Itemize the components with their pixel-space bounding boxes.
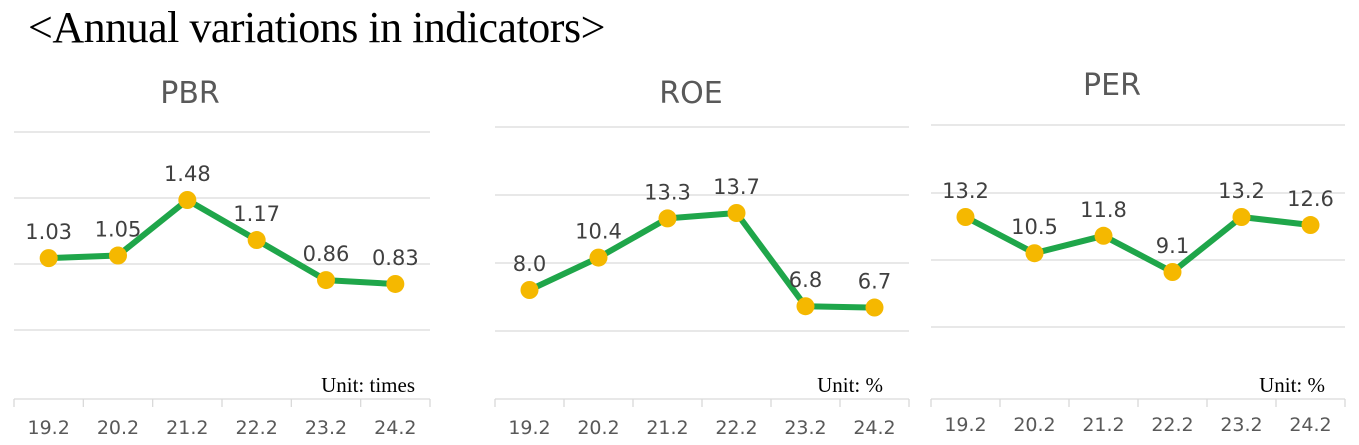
data-label: 1.48 xyxy=(164,162,211,186)
data-label: 8.0 xyxy=(513,252,546,276)
data-point xyxy=(658,209,677,228)
data-label: 10.4 xyxy=(575,220,622,244)
data-point xyxy=(1232,208,1251,226)
data-label: 13.7 xyxy=(713,175,760,199)
data-point xyxy=(39,249,58,268)
x-tick-label: 19.2 xyxy=(28,417,70,439)
x-tick-label: 21.2 xyxy=(646,417,688,439)
data-point xyxy=(1025,244,1044,263)
chart-title: PER xyxy=(1083,68,1141,103)
unit-label: Unit: times xyxy=(321,373,415,397)
chart-pbr: PBR Unit: times 1.03 19.2 1.05 20.2 1.48 21.2… xyxy=(13,76,431,439)
x-tick-label: 24.2 xyxy=(1289,414,1331,436)
data-point xyxy=(589,248,608,267)
data-point xyxy=(796,297,815,316)
x-tick-label: 22.2 xyxy=(715,417,757,439)
data-label: 10.5 xyxy=(1011,215,1058,239)
x-tick-label: 22.2 xyxy=(236,417,278,439)
x-tick-label: 20.2 xyxy=(577,417,619,439)
unit-label: Unit: % xyxy=(1259,373,1325,397)
x-tick-label: 19.2 xyxy=(944,414,986,436)
x-tick-label: 21.2 xyxy=(1082,414,1124,436)
x-tick-label: 23.2 xyxy=(1220,414,1262,436)
data-label: 0.83 xyxy=(372,246,419,270)
data-point xyxy=(109,246,127,265)
x-tick-label: 23.2 xyxy=(784,417,826,439)
data-point xyxy=(1301,216,1320,235)
data-point xyxy=(1094,226,1113,245)
x-tick-label: 20.2 xyxy=(97,417,139,439)
data-point xyxy=(178,191,197,209)
data-point xyxy=(865,298,884,317)
data-point xyxy=(1163,263,1182,281)
data-point xyxy=(520,281,539,299)
data-label: 0.86 xyxy=(303,242,350,266)
data-point xyxy=(386,274,405,293)
data-point xyxy=(247,231,266,250)
x-tick-label: 19.2 xyxy=(508,417,550,439)
chart-roe: ROE Unit: % 8.0 19.2 10.4 20.2 13.3 21.2 13.7 2… xyxy=(494,76,910,439)
x-tick-label: 20.2 xyxy=(1013,414,1055,436)
data-label: 12.6 xyxy=(1287,187,1334,211)
data-label: 6.7 xyxy=(858,270,891,294)
chart-title: ROE xyxy=(659,76,722,111)
data-label: 13.2 xyxy=(1218,179,1265,203)
data-label: 9.1 xyxy=(1156,234,1189,258)
x-tick-label: 24.2 xyxy=(853,417,895,439)
data-label: 1.17 xyxy=(233,202,280,226)
series-line xyxy=(962,214,1314,275)
data-point xyxy=(956,208,975,226)
x-tick-label: 24.2 xyxy=(374,417,416,439)
chart-title: PBR xyxy=(160,76,220,111)
series-line xyxy=(526,210,878,311)
x-tick-label: 22.2 xyxy=(1151,414,1193,436)
chart-per: PER Unit: % 13.2 19.2 10.5 20.2 11.8 21.2 9.1 2… xyxy=(930,68,1346,436)
series-line xyxy=(45,197,399,287)
unit-label: Unit: % xyxy=(817,373,883,397)
page-title: <Annual variations in indicators> xyxy=(28,3,605,52)
x-tick-label: 23.2 xyxy=(305,417,347,439)
data-label: 6.8 xyxy=(789,268,822,292)
data-point xyxy=(317,271,335,290)
x-tick-label: 21.2 xyxy=(166,417,208,439)
data-label: 11.8 xyxy=(1080,198,1127,222)
data-point xyxy=(727,204,746,222)
data-label: 1.03 xyxy=(25,220,72,244)
data-label: 13.3 xyxy=(644,180,691,204)
data-label: 1.05 xyxy=(95,218,142,242)
data-label: 13.2 xyxy=(942,179,989,203)
